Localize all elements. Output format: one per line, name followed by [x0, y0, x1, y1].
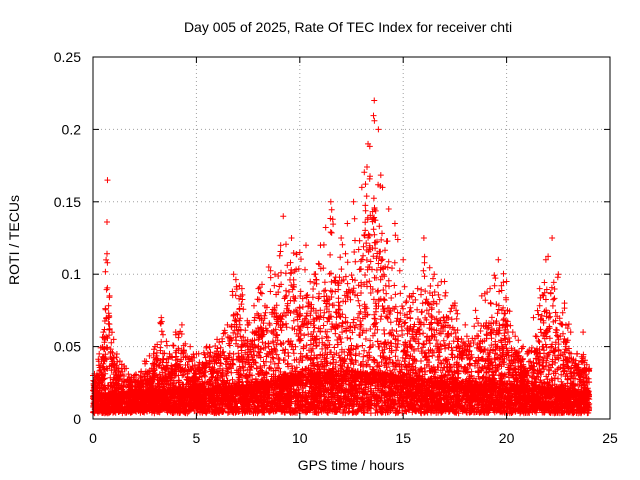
- data-point: [509, 329, 516, 336]
- y-tick-label: 0.25: [54, 49, 81, 65]
- data-point: [555, 271, 562, 278]
- data-point: [524, 350, 531, 357]
- data-point: [280, 213, 287, 220]
- data-point: [271, 271, 278, 278]
- y-tick-label: 0: [73, 411, 81, 427]
- data-point: [187, 343, 194, 350]
- data-point: [385, 206, 392, 213]
- data-point: [245, 321, 252, 328]
- data-point: [296, 249, 303, 256]
- data-point: [431, 271, 438, 278]
- chart-title: Day 005 of 2025, Rate Of TEC Index for r…: [184, 19, 512, 35]
- x-tick-labels: 0 5 10 15 20 25: [89, 430, 618, 446]
- roti-markers: [90, 112, 593, 417]
- data-point: [487, 285, 494, 292]
- data-point: [420, 235, 427, 241]
- data-point: [116, 358, 123, 365]
- grid-lines: [93, 57, 610, 419]
- data-point: [406, 292, 413, 299]
- axis-ticks: [92, 56, 611, 420]
- data-point: [158, 314, 165, 321]
- data-point: [178, 321, 185, 328]
- data-point: [172, 329, 179, 336]
- data-point: [230, 271, 237, 278]
- data-point: [193, 350, 200, 357]
- data-point: [96, 350, 103, 357]
- data-point: [580, 329, 587, 336]
- data-point: [365, 140, 372, 147]
- data-point: [542, 256, 549, 263]
- data-point: [344, 220, 351, 227]
- data-point: [203, 343, 210, 350]
- data-point: [400, 256, 407, 263]
- data-point: [311, 271, 318, 278]
- x-tick-label: 10: [292, 430, 308, 446]
- data-point: [371, 97, 378, 104]
- data-point: [317, 242, 324, 249]
- data-point: [214, 336, 221, 343]
- data-point: [106, 292, 113, 299]
- data-point: [472, 307, 479, 314]
- x-tick-label: 25: [602, 430, 618, 446]
- x-tick-label: 0: [89, 430, 97, 446]
- data-point: [338, 235, 345, 241]
- data-points: [90, 97, 593, 417]
- data-point: [110, 336, 117, 343]
- data-point: [358, 184, 365, 191]
- data-point: [100, 329, 107, 336]
- data-point: [573, 350, 580, 357]
- data-point: [131, 372, 138, 379]
- data-point: [327, 198, 334, 205]
- y-tick-label: 0.05: [54, 339, 81, 355]
- data-point: [104, 177, 111, 184]
- data-point: [561, 300, 568, 307]
- data-point: [375, 126, 382, 133]
- data-point: [141, 358, 148, 365]
- data-point: [391, 220, 398, 227]
- data-point: [288, 235, 295, 241]
- data-point: [441, 278, 448, 285]
- plot-frame: [92, 56, 611, 420]
- data-point: [503, 278, 510, 285]
- y-tick-label: 0.1: [62, 266, 82, 282]
- data-point: [462, 321, 469, 328]
- data-point: [586, 365, 593, 372]
- x-tick-label: 5: [193, 430, 201, 446]
- data-point: [238, 285, 245, 292]
- data-point: [152, 343, 159, 350]
- data-point: [495, 256, 502, 263]
- data-point: [379, 184, 386, 191]
- x-tick-label: 20: [499, 430, 515, 446]
- x-axis-label: GPS time / hours: [298, 457, 405, 473]
- data-point: [451, 300, 458, 307]
- y-tick-labels: 0 0.05 0.1 0.15 0.2 0.25: [54, 49, 81, 427]
- data-point: [303, 242, 310, 249]
- y-tick-label: 0.2: [62, 121, 82, 137]
- data-point: [549, 235, 556, 241]
- data-point: [520, 343, 527, 350]
- y-axis-label: ROTI / TECUs: [6, 195, 22, 285]
- data-point: [536, 285, 543, 292]
- data-point: [567, 329, 574, 336]
- y-tick-label: 0.15: [54, 194, 81, 210]
- data-point: [478, 292, 485, 299]
- data-point: [123, 365, 130, 372]
- data-point: [166, 350, 173, 357]
- data-point: [414, 285, 421, 292]
- data-point: [530, 314, 537, 321]
- data-point: [350, 198, 357, 205]
- data-point: [224, 321, 231, 328]
- data-point: [255, 285, 262, 292]
- x-tick-label: 15: [395, 430, 411, 446]
- data-point: [265, 263, 272, 270]
